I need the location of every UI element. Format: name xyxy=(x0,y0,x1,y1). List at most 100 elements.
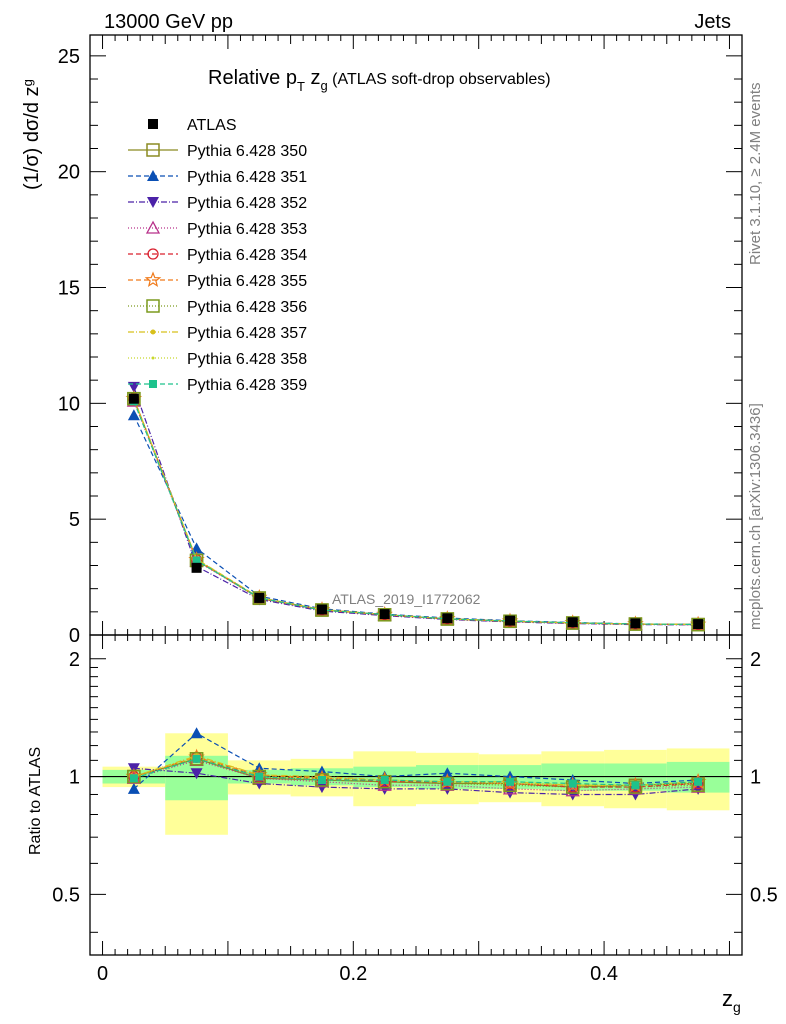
marker-data xyxy=(505,615,516,626)
legend-entry-data: ATLAS xyxy=(148,117,237,134)
legend-label: Pythia 6.428 357 xyxy=(187,325,307,342)
series-line xyxy=(133,756,699,788)
legend-label: Pythia 6.428 353 xyxy=(187,221,307,238)
marker-data xyxy=(379,609,390,620)
plot-title: Relative pT zg (ATLAS soft-drop observab… xyxy=(208,67,551,94)
legend-label: Pythia 6.428 352 xyxy=(187,195,307,212)
ratio-panel-series xyxy=(125,727,707,801)
ratio-y-tick-label-left: 1 xyxy=(69,767,80,789)
top-ylabel: (1/σ) dσ/d zg xyxy=(20,79,43,190)
series-line xyxy=(133,732,699,790)
marker-triangle-up xyxy=(127,782,140,794)
marker-circle-open xyxy=(147,248,159,260)
marker-triangle-down xyxy=(315,782,328,794)
marker-square-open xyxy=(146,143,160,157)
mcplots-label: mcplots.cern.ch [arXiv:1306.3436] xyxy=(747,403,764,630)
marker-star xyxy=(144,271,162,288)
marker-square-open xyxy=(377,774,392,789)
marker-data xyxy=(630,618,641,629)
marker-triangle-down xyxy=(378,783,391,795)
marker-square-open xyxy=(252,591,267,605)
marker-data xyxy=(693,619,704,630)
marker-square-filled xyxy=(317,775,326,784)
legend-label: Pythia 6.428 359 xyxy=(187,377,307,394)
series-line xyxy=(133,758,699,788)
legend-label: Pythia 6.428 356 xyxy=(187,299,307,316)
top-y-tick-label: 15 xyxy=(58,278,80,300)
x-tick-label: 0.2 xyxy=(339,963,367,985)
marker-triangle-up xyxy=(190,727,203,739)
x-tick-label: 0.4 xyxy=(590,963,618,985)
marker-triangle-open xyxy=(145,220,161,234)
legend-entry: Pythia 6.428 354 xyxy=(128,247,307,264)
ratio-y-tick-label-right: 2 xyxy=(750,649,761,671)
x-tick-label: 0 xyxy=(97,963,108,985)
series-line xyxy=(133,386,699,626)
top-ylabel-pre: (1/σ) dσ/d z xyxy=(21,86,43,190)
marker-triangle-down xyxy=(504,787,517,799)
marker-square-open xyxy=(127,769,141,784)
rivet-label: Rivet 3.1.10, ≥ 2.4M events xyxy=(747,83,764,266)
xlabel-main: z xyxy=(722,986,733,1011)
marker-triangle-down xyxy=(629,789,642,801)
legend-entry: Pythia 6.428 356 xyxy=(128,299,307,316)
marker-data xyxy=(148,119,158,129)
marker-square-filled xyxy=(129,774,138,783)
marker-square-filled xyxy=(380,775,389,784)
series-line xyxy=(133,400,699,626)
top-y-tick-label: 0 xyxy=(69,625,80,647)
marker-dot-small xyxy=(151,356,155,360)
bottom-ylabel: Ratio to ATLAS xyxy=(27,747,44,855)
top-y-tick-label: 20 xyxy=(58,162,80,184)
legend-label: ATLAS xyxy=(187,117,237,134)
top-ylabel-sub: g xyxy=(20,79,35,86)
top-panel-series xyxy=(125,381,707,632)
axes-frames: 0 0.2 0.4 0 5 10 15 20 25 0.5 0.5 1 1 2 2 xyxy=(52,34,778,985)
marker-triangle-up xyxy=(441,767,454,779)
marker-data xyxy=(442,613,453,624)
ratio-y-tick-label-left: 0.5 xyxy=(52,884,80,906)
marker-square-filled xyxy=(694,777,703,786)
marker-square-open xyxy=(691,617,705,632)
xlabel-sub: g xyxy=(733,999,741,1015)
legend-entry: Pythia 6.428 351 xyxy=(128,169,307,186)
legend-label: Pythia 6.428 350 xyxy=(187,143,307,160)
ratio-y-tick-label-right: 0.5 xyxy=(750,884,778,906)
legend-entry: Pythia 6.428 350 xyxy=(128,143,307,160)
series-line xyxy=(133,755,699,786)
legend-entry: Pythia 6.428 357 xyxy=(128,325,307,342)
marker-square-filled xyxy=(631,781,640,790)
legend-entry: Pythia 6.428 352 xyxy=(128,195,307,212)
legend-entry: Pythia 6.428 359 xyxy=(128,377,307,394)
marker-square-open xyxy=(440,776,455,791)
marker-square-filled xyxy=(506,777,515,786)
x-axis-label: zg xyxy=(722,986,741,1015)
legend-entry: Pythia 6.428 355 xyxy=(128,271,307,290)
uncertainty-bands xyxy=(90,733,742,835)
legend-label: Pythia 6.428 358 xyxy=(187,351,307,368)
marker-data xyxy=(191,562,202,573)
series-line xyxy=(133,758,699,786)
marker-triangle-down xyxy=(190,768,203,780)
marker-data xyxy=(128,393,139,404)
top-y-tick-label: 25 xyxy=(58,46,80,68)
legend-label: Pythia 6.428 354 xyxy=(187,247,307,264)
legend-label: Pythia 6.428 355 xyxy=(187,273,307,290)
marker-square-open xyxy=(189,752,204,766)
energy-label: 13000 GeV pp xyxy=(104,11,233,33)
category-label: Jets xyxy=(694,11,731,33)
title-rest: (ATLAS soft-drop observables) xyxy=(328,71,551,88)
legend-entry: Pythia 6.428 358 xyxy=(128,351,307,368)
marker-square-open xyxy=(628,780,643,794)
marker-square-filled xyxy=(443,777,452,786)
marker-square-filled xyxy=(255,772,264,781)
title-main: Relative p xyxy=(208,67,297,89)
top-y-tick-label: 10 xyxy=(58,393,80,415)
marker-triangle-down xyxy=(147,197,159,208)
title-sub-g: g xyxy=(320,78,327,93)
series-line xyxy=(133,767,699,796)
marker-triangle-down xyxy=(127,381,140,393)
legend-entry: Pythia 6.428 353 xyxy=(128,220,307,238)
